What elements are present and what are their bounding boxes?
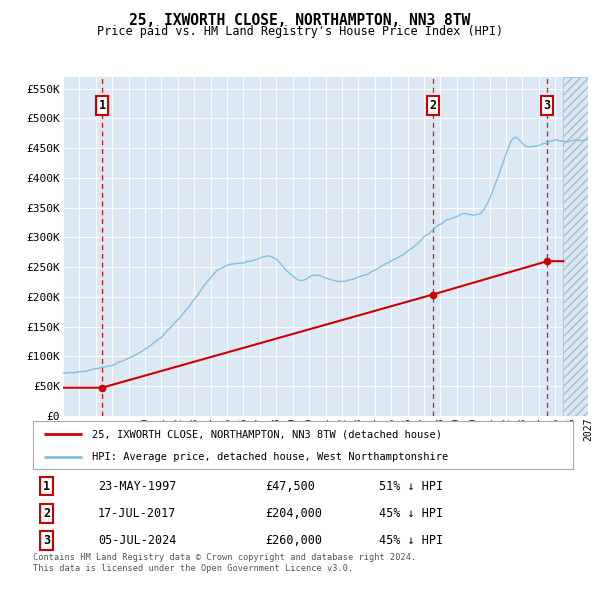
Text: 17-JUL-2017: 17-JUL-2017 (98, 507, 176, 520)
Text: 25, IXWORTH CLOSE, NORTHAMPTON, NN3 8TW (detached house): 25, IXWORTH CLOSE, NORTHAMPTON, NN3 8TW … (92, 429, 442, 439)
Text: 3: 3 (544, 99, 551, 112)
Text: 2: 2 (43, 507, 50, 520)
Text: 3: 3 (43, 534, 50, 547)
Text: Price paid vs. HM Land Registry's House Price Index (HPI): Price paid vs. HM Land Registry's House … (97, 25, 503, 38)
Text: 05-JUL-2024: 05-JUL-2024 (98, 534, 176, 547)
Bar (563, 77, 588, 416)
Text: Contains HM Land Registry data © Crown copyright and database right 2024.
This d: Contains HM Land Registry data © Crown c… (33, 553, 416, 573)
Text: 23-MAY-1997: 23-MAY-1997 (98, 480, 176, 493)
Text: 1: 1 (98, 99, 106, 112)
Text: £204,000: £204,000 (265, 507, 322, 520)
Text: £260,000: £260,000 (265, 534, 322, 547)
Text: 2: 2 (429, 99, 436, 112)
Text: 45% ↓ HPI: 45% ↓ HPI (379, 507, 443, 520)
Text: HPI: Average price, detached house, West Northamptonshire: HPI: Average price, detached house, West… (92, 452, 449, 462)
Text: 1: 1 (43, 480, 50, 493)
Text: £47,500: £47,500 (265, 480, 315, 493)
Text: 51% ↓ HPI: 51% ↓ HPI (379, 480, 443, 493)
Text: 45% ↓ HPI: 45% ↓ HPI (379, 534, 443, 547)
Text: 25, IXWORTH CLOSE, NORTHAMPTON, NN3 8TW: 25, IXWORTH CLOSE, NORTHAMPTON, NN3 8TW (130, 13, 470, 28)
